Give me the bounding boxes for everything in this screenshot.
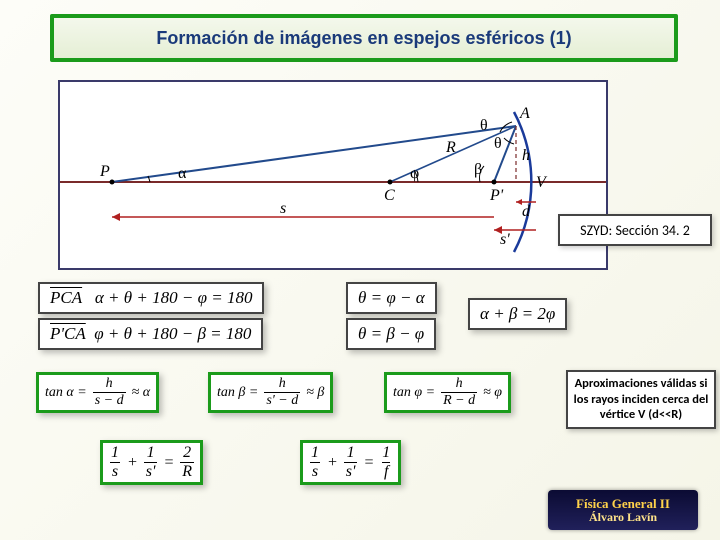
eq-tan-beta: tan β = hs' − d ≈ β xyxy=(208,372,333,413)
eq-theta1: θ = φ − α xyxy=(346,282,437,314)
eq-tan-alpha: tan α = hs − d ≈ α xyxy=(36,372,159,413)
svg-text:s: s xyxy=(280,200,286,217)
svg-text:A: A xyxy=(519,105,530,122)
approx-note: Aproximaciones válidas si los rayos inci… xyxy=(566,370,716,429)
approx-note-text: Aproximaciones válidas si los rayos inci… xyxy=(574,376,709,422)
eq-ppca: P'CA φ + θ + 180 − β = 180 xyxy=(38,318,263,350)
svg-text:s': s' xyxy=(500,231,510,248)
svg-text:h: h xyxy=(522,147,530,164)
eq-sum: α + β = 2φ xyxy=(468,298,567,330)
eq-mirror-R: 1s + 1s' = 2R xyxy=(100,440,203,485)
svg-text:β: β xyxy=(474,161,482,178)
szyd-text: SZYD: Sección 34. 2 xyxy=(580,222,690,239)
svg-text:θ: θ xyxy=(480,117,488,134)
szyd-ref: SZYD: Sección 34. 2 xyxy=(558,214,712,246)
ray-diagram: V s s' d P A C P' R h α φ β θ θ xyxy=(58,80,608,270)
footer-logo: Física General II Álvaro Lavín xyxy=(548,490,698,530)
footer-line2: Álvaro Lavín xyxy=(589,511,657,524)
title-text: Formación de imágenes en espejos esféric… xyxy=(156,28,571,49)
eq-mirror-f: 1s + 1s' = 1f xyxy=(300,440,401,485)
title-bar: Formación de imágenes en espejos esféric… xyxy=(50,14,678,62)
svg-text:θ: θ xyxy=(494,135,502,152)
svg-text:α: α xyxy=(178,165,187,182)
svg-text:R: R xyxy=(445,139,456,156)
eq-pca: PCA α + θ + 180 − φ = 180 xyxy=(38,282,264,314)
svg-text:d: d xyxy=(522,203,531,220)
svg-text:P: P xyxy=(99,163,110,180)
footer-line1: Física General II xyxy=(576,497,670,511)
eq-tan-phi: tan φ = hR − d ≈ φ xyxy=(384,372,511,413)
svg-text:C: C xyxy=(384,187,395,204)
eq-theta2: θ = β − φ xyxy=(346,318,436,350)
svg-text:φ: φ xyxy=(410,165,419,182)
svg-text:P': P' xyxy=(489,187,504,204)
